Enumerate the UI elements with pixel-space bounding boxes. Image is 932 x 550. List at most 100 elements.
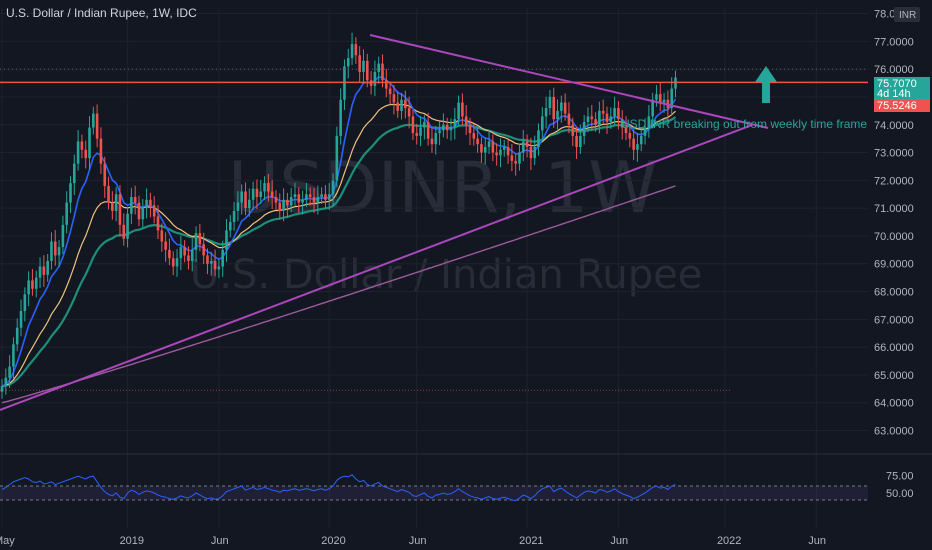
candle-down[interactable] — [510, 155, 514, 161]
candle-up[interactable] — [61, 224, 65, 248]
candle-down[interactable] — [358, 55, 361, 72]
candle-up[interactable] — [442, 124, 445, 131]
candle-down[interactable] — [601, 110, 605, 114]
candle-down[interactable] — [297, 194, 301, 203]
candle-down[interactable] — [270, 191, 274, 198]
annotation-text[interactable]: USD INR breaking out from weekly time fr… — [621, 117, 867, 131]
candle-down[interactable] — [575, 135, 578, 147]
candle-up[interactable] — [225, 230, 228, 250]
candle-up[interactable] — [449, 127, 453, 131]
candle-up[interactable] — [72, 163, 76, 184]
candle-down[interactable] — [571, 124, 575, 136]
candle-up[interactable] — [289, 197, 293, 206]
candle-up[interactable] — [209, 260, 213, 264]
candle-down[interactable] — [80, 141, 84, 150]
candle-down[interactable] — [206, 255, 209, 264]
candle-up[interactable] — [662, 99, 666, 103]
candlestick-series[interactable] — [0, 32, 677, 399]
candle-down[interactable] — [213, 260, 217, 270]
candle-up[interactable] — [453, 119, 457, 128]
candle-up[interactable] — [217, 266, 221, 270]
candle-down[interactable] — [514, 160, 517, 164]
candle-down[interactable] — [187, 255, 190, 261]
candle-up[interactable] — [194, 233, 198, 250]
candle-up[interactable] — [221, 249, 224, 267]
candle-down[interactable] — [506, 146, 510, 156]
candle-down[interactable] — [183, 247, 186, 256]
candle-down[interactable] — [404, 99, 407, 109]
candle-up[interactable] — [92, 113, 95, 128]
candle-up[interactable] — [556, 110, 559, 120]
candle-down[interactable] — [255, 188, 259, 198]
candle-up[interactable] — [457, 102, 460, 120]
candle-down[interactable] — [590, 116, 594, 120]
candle-down[interactable] — [308, 194, 312, 198]
candle-down[interactable] — [156, 216, 160, 231]
candle-up[interactable] — [259, 191, 263, 198]
time-axis[interactable]: May 2019 Jun 2020 Jun 2021 Jun 2022 Jun — [0, 535, 826, 547]
candle-down[interactable] — [628, 133, 632, 139]
candle-down[interactable] — [149, 199, 152, 206]
candle-up[interactable] — [643, 127, 647, 136]
candle-up[interactable] — [301, 199, 304, 203]
candle-up[interactable] — [502, 146, 506, 150]
candle-up[interactable] — [15, 327, 19, 345]
candle-up[interactable] — [175, 258, 179, 267]
candle-up[interactable] — [423, 121, 426, 128]
candle-up[interactable] — [438, 130, 441, 134]
candle-down[interactable] — [430, 138, 434, 145]
candle-down[interactable] — [464, 116, 468, 125]
candle-up[interactable] — [346, 58, 350, 67]
candle-up[interactable] — [0, 386, 4, 392]
candle-down[interactable] — [396, 102, 400, 111]
candle-down[interactable] — [198, 233, 202, 245]
candle-up[interactable] — [76, 141, 80, 164]
candle-up[interactable] — [126, 213, 129, 239]
candle-down[interactable] — [152, 205, 156, 217]
candle-down[interactable] — [605, 113, 609, 122]
candle-up[interactable] — [582, 121, 586, 136]
candle-up[interactable] — [114, 194, 118, 211]
candle-down[interactable] — [171, 258, 175, 267]
candle-down[interactable] — [122, 224, 126, 239]
candle-up[interactable] — [69, 183, 72, 203]
candle-down[interactable] — [567, 113, 571, 125]
trendline-upper[interactable] — [369, 34, 769, 129]
candle-up[interactable] — [548, 96, 552, 109]
candle-up[interactable] — [34, 277, 38, 289]
candle-up[interactable] — [65, 202, 68, 225]
candle-down[interactable] — [95, 113, 99, 139]
candle-down[interactable] — [525, 141, 529, 147]
candle-down[interactable] — [385, 80, 388, 89]
candle-up[interactable] — [282, 199, 285, 211]
candle-up[interactable] — [327, 194, 331, 200]
candle-up[interactable] — [434, 133, 438, 145]
candle-up[interactable] — [229, 222, 232, 231]
candle-down[interactable] — [472, 133, 476, 139]
candle-up[interactable] — [190, 249, 194, 261]
candle-up[interactable] — [12, 344, 15, 367]
candle-down[interactable] — [476, 138, 479, 145]
candle-up[interactable] — [141, 208, 145, 220]
candle-up[interactable] — [305, 194, 308, 200]
candle-up[interactable] — [331, 180, 335, 195]
candle-down[interactable] — [445, 124, 449, 131]
candle-up[interactable] — [251, 188, 255, 200]
candle-down[interactable] — [267, 183, 270, 192]
rsi-line[interactable] — [1, 474, 676, 502]
candle-up[interactable] — [560, 102, 563, 111]
candle-up[interactable] — [544, 108, 548, 117]
candle-down[interactable] — [244, 191, 247, 209]
candle-down[interactable] — [168, 249, 171, 259]
candle-up[interactable] — [236, 202, 240, 211]
candle-down[interactable] — [529, 146, 533, 159]
candle-down[interactable] — [84, 149, 88, 159]
candle-down[interactable] — [495, 152, 498, 156]
candle-down[interactable] — [164, 241, 167, 250]
candle-down[interactable] — [137, 202, 141, 220]
candle-up[interactable] — [533, 146, 536, 159]
candle-down[interactable] — [552, 96, 556, 120]
candle-up[interactable] — [541, 116, 544, 131]
candle-up[interactable] — [647, 116, 651, 128]
